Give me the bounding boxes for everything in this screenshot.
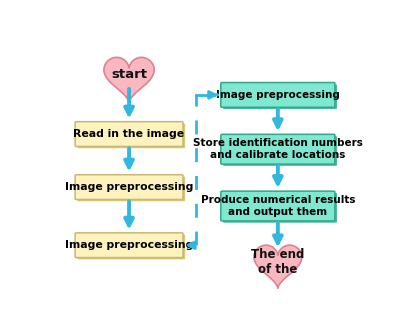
FancyBboxPatch shape	[223, 84, 337, 109]
Text: Produce numerical results
and output them: Produce numerical results and output the…	[201, 195, 355, 217]
FancyBboxPatch shape	[223, 136, 337, 166]
Text: Image preprocessing: Image preprocessing	[216, 90, 340, 100]
FancyBboxPatch shape	[223, 193, 337, 223]
FancyBboxPatch shape	[77, 123, 185, 148]
Text: Store identification numbers
and calibrate locations: Store identification numbers and calibra…	[193, 138, 363, 160]
FancyBboxPatch shape	[75, 175, 183, 199]
Text: start: start	[111, 68, 147, 81]
Text: Image preprocessing: Image preprocessing	[65, 182, 193, 192]
FancyBboxPatch shape	[75, 122, 183, 146]
FancyBboxPatch shape	[221, 83, 335, 107]
Text: The end
of the: The end of the	[251, 248, 304, 276]
FancyBboxPatch shape	[221, 191, 335, 221]
FancyBboxPatch shape	[221, 134, 335, 164]
Polygon shape	[104, 57, 154, 102]
FancyBboxPatch shape	[77, 176, 185, 201]
Text: Read in the image: Read in the image	[74, 129, 185, 139]
FancyBboxPatch shape	[75, 233, 183, 257]
Polygon shape	[254, 245, 302, 288]
Text: Image preprocessing: Image preprocessing	[65, 240, 193, 250]
FancyBboxPatch shape	[77, 235, 185, 259]
